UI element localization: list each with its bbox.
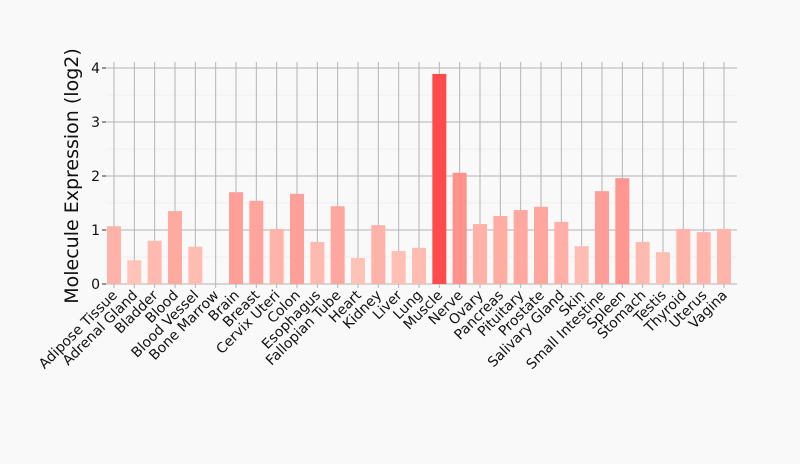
bar-brain[interactable]: [229, 192, 243, 284]
y-tick-label: 2: [91, 169, 100, 185]
y-axis: 0 1 2 3 4: [91, 61, 106, 293]
bar-colon[interactable]: [290, 193, 304, 284]
bar-esophagus[interactable]: [310, 241, 325, 284]
y-tick-label: 4: [91, 61, 100, 77]
bar-blood-vessel[interactable]: [188, 246, 203, 284]
bar-pituitary[interactable]: [513, 210, 528, 284]
y-axis-label: Molecule Expression (log2): [61, 48, 83, 304]
bar-liver[interactable]: [391, 251, 406, 284]
bar-vagina[interactable]: [717, 228, 731, 284]
bar-blood[interactable]: [168, 211, 182, 284]
bar-prostate[interactable]: [534, 206, 548, 284]
bar-lung[interactable]: [412, 247, 426, 284]
bar-skin[interactable]: [574, 246, 589, 284]
bar-breast[interactable]: [249, 200, 264, 284]
y-tick-label: 0: [91, 277, 100, 293]
bar-cervix-uteri[interactable]: [269, 228, 284, 284]
y-tick-label: 1: [91, 223, 100, 239]
bar-uterus[interactable]: [696, 232, 711, 284]
bar-nerve[interactable]: [452, 172, 467, 284]
bars: [107, 73, 731, 284]
bar-adipose-tissue[interactable]: [107, 226, 121, 284]
bar-fallopian-tube[interactable]: [330, 206, 345, 284]
bar-stomach[interactable]: [635, 241, 650, 284]
y-tick-label: 3: [91, 115, 100, 131]
bar-adrenal-gland[interactable]: [127, 260, 142, 284]
bar-kidney[interactable]: [371, 225, 386, 284]
bar-salivary-gland[interactable]: [554, 221, 569, 284]
bar-thyroid[interactable]: [676, 228, 691, 284]
bar-ovary[interactable]: [473, 224, 487, 284]
bar-testis[interactable]: [656, 252, 670, 284]
bar-small-intestine[interactable]: [595, 191, 609, 284]
bar-heart[interactable]: [351, 258, 365, 284]
bar-muscle[interactable]: [432, 73, 447, 284]
bar-spleen[interactable]: [615, 178, 630, 284]
bar-bladder[interactable]: [147, 240, 162, 284]
bar-pancreas[interactable]: [493, 215, 508, 284]
